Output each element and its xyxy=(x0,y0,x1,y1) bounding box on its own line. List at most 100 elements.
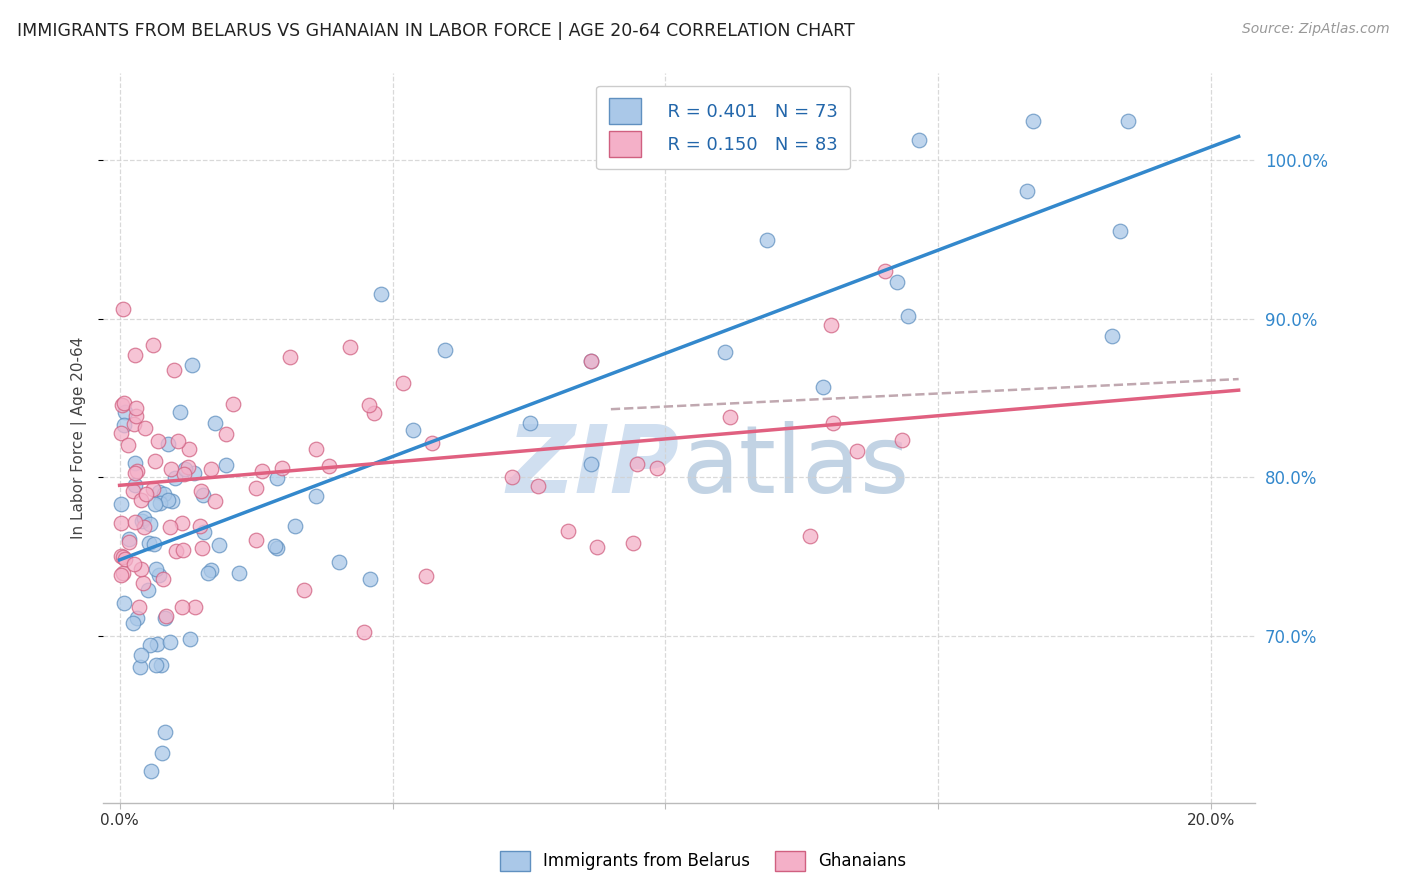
Point xyxy=(114,551,136,566)
Point xyxy=(157,492,180,507)
Point xyxy=(124,348,146,362)
Point xyxy=(118,532,141,546)
Point xyxy=(143,453,166,467)
Point xyxy=(169,405,191,419)
Point xyxy=(718,410,741,425)
Point xyxy=(139,517,162,532)
Point xyxy=(143,497,166,511)
Point xyxy=(193,524,215,539)
Point xyxy=(172,542,194,557)
Point xyxy=(183,599,205,614)
Point xyxy=(557,524,579,538)
Point xyxy=(122,483,145,498)
Point xyxy=(112,417,135,432)
Point xyxy=(121,615,143,630)
Point xyxy=(215,458,238,472)
Point xyxy=(886,275,908,289)
Point xyxy=(645,461,668,475)
Point xyxy=(129,493,152,508)
Point xyxy=(811,380,834,394)
Point xyxy=(190,519,212,533)
Point xyxy=(875,264,897,278)
Point xyxy=(128,599,150,614)
Point xyxy=(353,624,375,639)
Point xyxy=(585,541,607,555)
Point xyxy=(110,497,132,511)
Point xyxy=(138,536,160,550)
Point xyxy=(318,459,340,474)
Point xyxy=(134,420,156,434)
Point xyxy=(142,483,165,497)
Point xyxy=(111,301,134,316)
Point xyxy=(1015,184,1038,198)
Point xyxy=(132,520,155,534)
Point xyxy=(160,462,183,476)
Point xyxy=(363,406,385,420)
Point xyxy=(124,456,146,470)
Point xyxy=(245,481,267,495)
Point xyxy=(845,444,868,458)
Point xyxy=(124,417,146,431)
Point xyxy=(215,427,238,442)
Point xyxy=(129,648,152,662)
Point xyxy=(263,540,285,554)
Point xyxy=(284,519,307,533)
Y-axis label: In Labor Force | Age 20-64: In Labor Force | Age 20-64 xyxy=(72,336,87,539)
Point xyxy=(157,437,180,451)
Point xyxy=(167,434,190,448)
Point xyxy=(357,398,380,412)
Point xyxy=(145,562,167,576)
Point xyxy=(165,543,187,558)
Point xyxy=(402,423,425,437)
Point xyxy=(579,457,602,471)
Point xyxy=(132,576,155,591)
Point xyxy=(129,562,152,576)
Point xyxy=(221,397,243,411)
Point xyxy=(713,344,735,359)
Point xyxy=(1116,113,1139,128)
Point xyxy=(907,133,929,147)
Point xyxy=(159,520,181,534)
Point xyxy=(117,535,139,549)
Point xyxy=(1021,113,1043,128)
Text: Source: ZipAtlas.com: Source: ZipAtlas.com xyxy=(1241,22,1389,37)
Point xyxy=(110,426,132,441)
Legend:   R = 0.401   N = 73,   R = 0.150   N = 83: R = 0.401 N = 73, R = 0.150 N = 83 xyxy=(596,86,851,169)
Point xyxy=(110,549,132,563)
Point xyxy=(165,471,187,485)
Point xyxy=(420,436,443,450)
Text: atlas: atlas xyxy=(682,421,910,513)
Legend: Immigrants from Belarus, Ghanaians: Immigrants from Belarus, Ghanaians xyxy=(491,842,915,880)
Point xyxy=(149,658,172,673)
Text: ZIP: ZIP xyxy=(506,421,679,513)
Point xyxy=(124,557,146,571)
Point xyxy=(160,493,183,508)
Point xyxy=(181,359,204,373)
Point xyxy=(134,510,156,524)
Point xyxy=(125,409,148,423)
Point xyxy=(626,457,648,471)
Point xyxy=(150,746,173,760)
Point xyxy=(519,416,541,430)
Point xyxy=(204,416,226,430)
Point xyxy=(136,582,159,597)
Point xyxy=(152,487,174,501)
Point xyxy=(110,567,132,582)
Point xyxy=(392,376,415,390)
Point xyxy=(197,566,219,580)
Point xyxy=(148,434,170,448)
Point xyxy=(114,405,136,419)
Point xyxy=(756,233,779,247)
Point xyxy=(135,486,157,500)
Point xyxy=(359,572,381,586)
Point xyxy=(581,354,603,368)
Point xyxy=(890,433,912,447)
Point xyxy=(163,363,186,377)
Point xyxy=(125,611,148,625)
Point xyxy=(305,489,328,503)
Point xyxy=(129,660,152,674)
Point xyxy=(110,398,132,412)
Point xyxy=(305,442,328,456)
Point xyxy=(266,471,288,485)
Point xyxy=(173,467,195,481)
